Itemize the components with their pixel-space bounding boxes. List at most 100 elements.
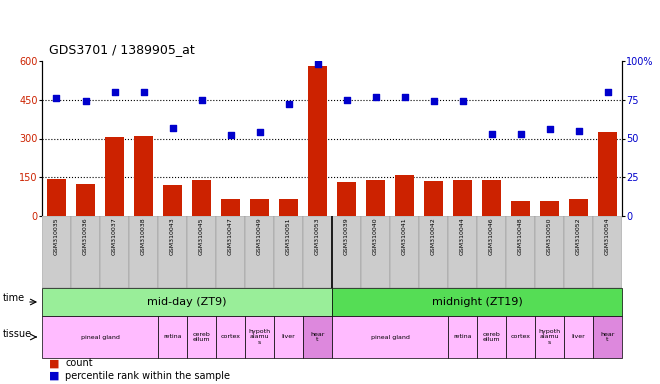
Text: GSM310052: GSM310052 (576, 217, 581, 255)
Text: GSM310041: GSM310041 (402, 217, 407, 255)
Bar (337, 182, 356, 216)
Bar (158, 316, 187, 358)
Bar (42, 316, 158, 358)
Bar (390, 216, 419, 288)
Text: GSM310047: GSM310047 (228, 217, 233, 255)
Bar (482, 180, 501, 216)
Point (167, 124, 178, 131)
Text: hear
t: hear t (601, 332, 614, 343)
Bar (192, 180, 211, 216)
Text: GSM310037: GSM310037 (112, 217, 117, 255)
Text: pineal gland: pineal gland (370, 334, 409, 339)
Bar (593, 216, 622, 288)
Text: GSM310035: GSM310035 (54, 217, 59, 255)
Bar (42, 288, 332, 316)
Text: GSM310046: GSM310046 (489, 217, 494, 255)
Text: cereb
ellum: cereb ellum (482, 332, 500, 343)
Bar (100, 216, 129, 288)
Point (544, 126, 555, 132)
Bar (129, 216, 158, 288)
Point (370, 94, 381, 100)
Bar (42, 216, 71, 288)
Bar (105, 137, 124, 216)
Point (225, 132, 236, 139)
Bar (221, 199, 240, 216)
Bar (308, 66, 327, 216)
Text: pineal gland: pineal gland (81, 334, 119, 339)
Text: hear
t: hear t (310, 332, 325, 343)
Point (196, 97, 207, 103)
Bar (274, 216, 303, 288)
Bar (424, 181, 443, 216)
Point (486, 131, 497, 137)
Text: ■: ■ (49, 359, 59, 369)
Point (254, 129, 265, 136)
Text: GSM310051: GSM310051 (286, 217, 291, 255)
Text: cortex: cortex (220, 334, 240, 339)
Bar (506, 316, 535, 358)
Bar (158, 216, 187, 288)
Bar (564, 216, 593, 288)
Bar (163, 185, 182, 216)
Bar (511, 200, 530, 216)
Bar (593, 316, 622, 358)
Bar (453, 180, 472, 216)
Bar (564, 316, 593, 358)
Bar (366, 180, 385, 216)
Text: cortex: cortex (510, 334, 531, 339)
Point (399, 94, 410, 100)
Bar (540, 200, 559, 216)
Text: count: count (65, 359, 92, 369)
Point (341, 97, 352, 103)
Bar (216, 216, 245, 288)
Bar (303, 216, 332, 288)
Bar (245, 216, 274, 288)
Text: tissue: tissue (3, 329, 32, 339)
Point (283, 101, 294, 108)
Point (457, 98, 468, 104)
Text: GSM310053: GSM310053 (315, 217, 320, 255)
Bar (598, 132, 617, 216)
Bar (332, 216, 361, 288)
Point (138, 89, 148, 95)
Bar (506, 216, 535, 288)
Bar (448, 216, 477, 288)
Text: ■: ■ (49, 371, 59, 381)
Text: GSM310050: GSM310050 (547, 217, 552, 255)
Point (312, 61, 323, 67)
Text: GSM310038: GSM310038 (141, 217, 146, 255)
Text: GSM310048: GSM310048 (518, 217, 523, 255)
Text: liver: liver (282, 334, 296, 339)
Bar (477, 316, 506, 358)
Text: GSM310049: GSM310049 (257, 217, 262, 255)
Text: GSM310040: GSM310040 (373, 217, 378, 255)
Bar (71, 216, 100, 288)
Text: liver: liver (572, 334, 585, 339)
Text: hypoth
alamu
s: hypoth alamu s (248, 329, 271, 345)
Bar (47, 179, 66, 216)
Text: retina: retina (163, 334, 182, 339)
Point (428, 98, 439, 104)
Bar (274, 316, 303, 358)
Bar (250, 199, 269, 216)
Bar (332, 288, 622, 316)
Point (109, 89, 119, 95)
Bar (187, 316, 216, 358)
Bar (134, 136, 153, 216)
Bar (279, 199, 298, 216)
Text: GSM310045: GSM310045 (199, 217, 204, 255)
Bar (245, 316, 274, 358)
Bar (395, 175, 414, 216)
Bar (535, 216, 564, 288)
Point (81, 98, 91, 104)
Text: GSM310044: GSM310044 (460, 217, 465, 255)
Bar (535, 316, 564, 358)
Text: midnight (ZT19): midnight (ZT19) (432, 297, 522, 307)
Bar (419, 216, 448, 288)
Text: mid-day (ZT9): mid-day (ZT9) (147, 297, 227, 307)
Bar (187, 216, 216, 288)
Bar (477, 216, 506, 288)
Bar (332, 316, 448, 358)
Point (515, 131, 526, 137)
Bar (448, 316, 477, 358)
